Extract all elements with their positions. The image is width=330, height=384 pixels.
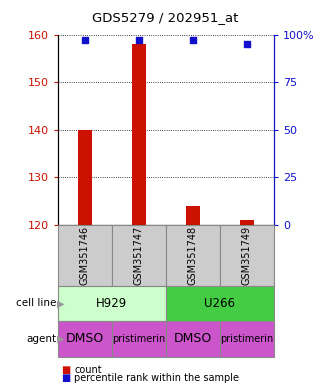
Text: GSM351748: GSM351748 (188, 226, 198, 285)
Text: pristimerin: pristimerin (112, 334, 165, 344)
Text: percentile rank within the sample: percentile rank within the sample (74, 373, 239, 383)
Text: GDS5279 / 202951_at: GDS5279 / 202951_at (92, 11, 238, 24)
Text: cell line: cell line (16, 298, 56, 308)
Text: H929: H929 (96, 297, 127, 310)
Text: GSM351746: GSM351746 (80, 226, 90, 285)
Text: ■: ■ (61, 373, 70, 383)
Text: DMSO: DMSO (66, 333, 104, 345)
Point (190, 37, 195, 43)
Point (136, 37, 142, 43)
Bar (78, 130, 91, 225)
Bar (240, 220, 254, 225)
Text: ■: ■ (61, 365, 70, 375)
Text: ▶: ▶ (57, 334, 65, 344)
Text: count: count (74, 365, 102, 375)
Text: GSM351747: GSM351747 (134, 226, 144, 285)
Text: U266: U266 (204, 297, 235, 310)
Bar (186, 206, 200, 225)
Point (244, 41, 249, 47)
Text: agent: agent (26, 334, 56, 344)
Text: ▶: ▶ (57, 298, 65, 308)
Text: GSM351749: GSM351749 (242, 226, 252, 285)
Bar (132, 44, 146, 225)
Point (82, 37, 87, 43)
Text: DMSO: DMSO (174, 333, 212, 345)
Text: pristimerin: pristimerin (220, 334, 274, 344)
